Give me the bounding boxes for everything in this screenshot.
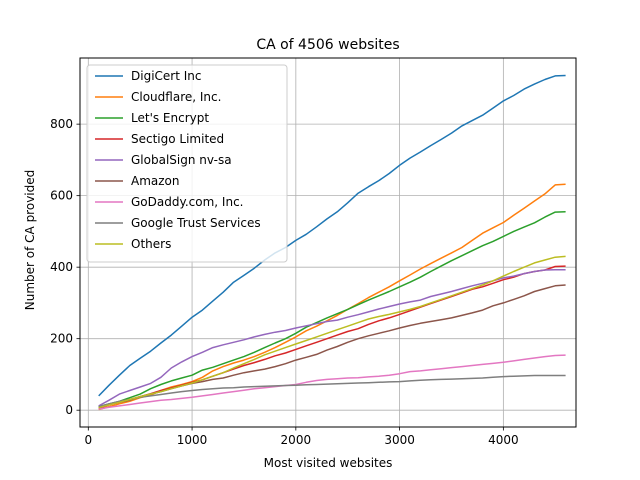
x-tick-label-3: 3000 [384,433,415,447]
legend-label-0: DigiCert Inc [131,69,201,83]
plot-area-frame [79,57,577,428]
series-line-0 [98,74,566,397]
y-tick-label-4: 800 [50,117,73,131]
legend-label-8: Others [131,237,171,251]
legend-label-7: Google Trust Services [131,216,261,230]
series-line-2 [98,211,566,408]
series-lines [98,74,566,411]
legend-box [86,64,288,263]
y-axis-ticks: 0 200 400 600 800 [50,117,80,417]
y-tick-label-3: 600 [50,189,73,203]
legend-label-3: Sectigo Limited [131,132,224,146]
series-line-8 [98,255,566,409]
x-tick-label-4: 4000 [488,433,519,447]
legend-label-6: GoDaddy.com, Inc. [131,195,244,209]
legend: DigiCert Inc Cloudflare, Inc. Let's Encryp… [86,64,288,263]
y-tick-label-2: 400 [50,260,73,274]
legend-label-1: Cloudflare, Inc. [131,90,221,104]
x-axis-label: Most visited websites [264,456,393,470]
series-line-4 [98,268,566,407]
y-axis-label: Number of CA provided [23,170,37,310]
x-tick-label-1: 1000 [177,433,208,447]
y-tick-label-0: 0 [65,403,73,417]
y-tick-label-1: 200 [50,332,73,346]
x-tick-label-2: 2000 [281,433,312,447]
series-line-1 [98,183,566,411]
legend-label-4: GlobalSign nv-sa [131,153,232,167]
series-line-6 [98,354,566,410]
x-tick-label-0: 0 [84,433,92,447]
chart-title: CA of 4506 websites [256,37,399,53]
x-axis-ticks: 0 1000 2000 3000 4000 [84,427,519,447]
legend-label-2: Let's Encrypt [131,111,209,125]
legend-label-5: Amazon [131,174,180,188]
series-line-7 [98,374,566,408]
